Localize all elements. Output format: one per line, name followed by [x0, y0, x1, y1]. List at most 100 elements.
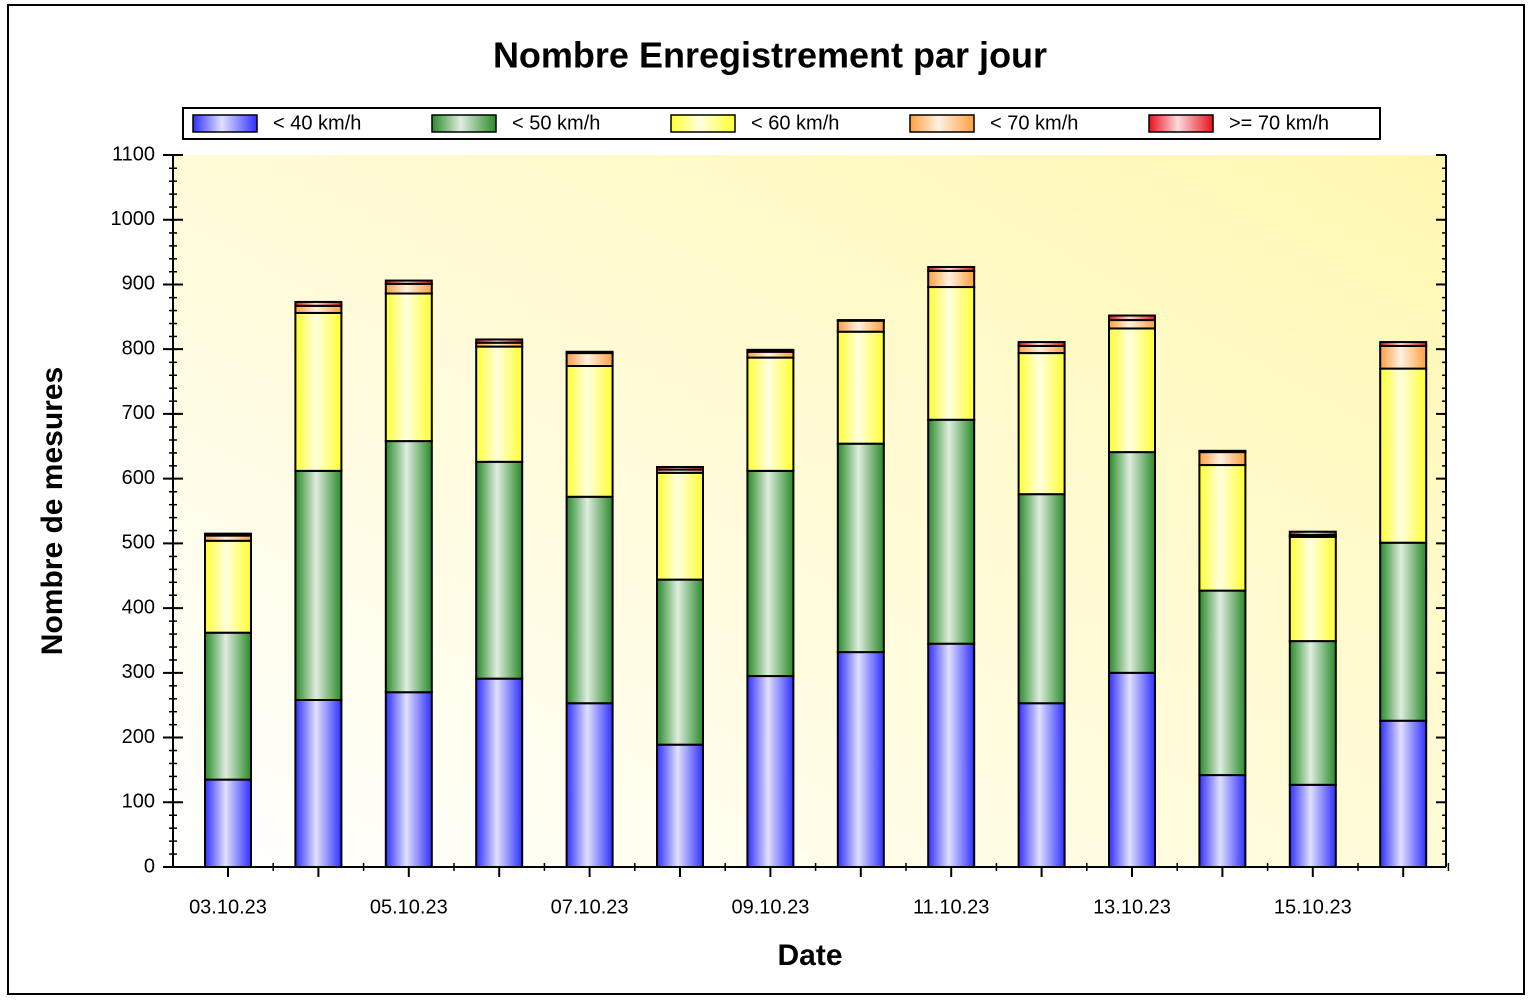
bar-segment	[384, 292, 433, 443]
bar-segment	[475, 460, 524, 680]
bar-segment	[475, 338, 524, 344]
bar-segment	[565, 702, 614, 868]
x-tick-label: 03.10.23	[189, 896, 267, 918]
bar-segment	[204, 532, 252, 537]
legend-swatch	[1148, 114, 1214, 133]
bar-segment	[927, 286, 976, 421]
bar-segment	[1288, 530, 1337, 536]
bar-segment	[1017, 702, 1066, 868]
bar-segment	[1379, 367, 1428, 544]
bar-segment	[1198, 451, 1247, 467]
bar-segment	[565, 495, 614, 705]
bar-segment	[565, 365, 614, 498]
legend-label: < 70 km/h	[990, 112, 1078, 134]
bar-segment	[927, 265, 976, 272]
legend-swatch	[670, 114, 736, 133]
bar-segment	[927, 269, 976, 289]
bar-segment	[1108, 451, 1156, 674]
bar-segment	[475, 677, 524, 868]
y-tick-label: 800	[122, 337, 155, 359]
bar-segment	[746, 675, 795, 869]
bar-segment	[1017, 493, 1066, 705]
x-tick-label: 07.10.23	[551, 896, 629, 918]
x-tick-label: 11.10.23	[913, 896, 989, 918]
y-tick-label: 500	[122, 532, 155, 554]
y-tick-label: 900	[122, 273, 155, 295]
bar-segment	[836, 442, 885, 654]
y-tick-label: 300	[122, 661, 155, 683]
y-tick-label: 700	[122, 402, 155, 424]
legend-label: < 50 km/h	[512, 112, 600, 134]
bar-segment	[565, 352, 614, 368]
legend-label: >= 70 km/h	[1229, 112, 1329, 134]
bar-segment	[1108, 314, 1156, 322]
x-tick-label: 05.10.23	[370, 896, 448, 918]
bar-segment	[475, 345, 524, 463]
bar-segment	[1108, 319, 1156, 330]
y-tick-label: 400	[122, 596, 155, 618]
bar-segment	[746, 356, 795, 472]
bar-segment	[656, 465, 704, 471]
legend-swatch	[431, 114, 497, 133]
x-tick-label: 09.10.23	[731, 896, 809, 918]
bar-segment	[1379, 341, 1428, 347]
bar-segment	[294, 311, 343, 472]
plot-area	[173, 155, 1446, 867]
y-tick-label: 1000	[111, 208, 156, 230]
y-tick-label: 0	[144, 855, 155, 877]
bar-segment	[1198, 774, 1247, 869]
bar-segment	[1379, 541, 1428, 722]
bar-segment	[927, 642, 976, 869]
bar-segment	[1108, 327, 1156, 454]
bar-segment	[1288, 783, 1337, 869]
bar-segment	[836, 330, 885, 445]
bar-segment	[204, 631, 252, 781]
bar-segment	[1017, 344, 1066, 355]
bar-segment	[836, 319, 885, 322]
y-tick-label: 1100	[112, 143, 155, 165]
bar-segment	[384, 279, 433, 285]
bar-segment	[1198, 464, 1247, 592]
bar-segment	[1288, 640, 1337, 786]
bar-segment	[384, 691, 433, 869]
bar-segment	[1108, 671, 1156, 868]
bar-segment	[204, 539, 252, 634]
bar-segment	[836, 319, 885, 333]
x-tick-label: 13.10.23	[1093, 896, 1171, 918]
bar-segment	[1198, 589, 1247, 777]
bar-segment	[927, 418, 976, 645]
x-axis-label: Date	[777, 939, 842, 972]
bar-segment	[384, 282, 433, 295]
y-tick-label: 200	[122, 726, 155, 748]
legend-label: < 60 km/h	[751, 112, 839, 134]
bar-segment	[565, 350, 614, 355]
bar-segment	[656, 743, 704, 869]
bar-segment	[1288, 535, 1337, 643]
bar-segment	[1017, 341, 1066, 347]
bar-segment	[294, 469, 343, 702]
chart-title: Nombre Enregistrement par jour	[493, 35, 1047, 76]
x-tick-label: 15.10.23	[1274, 896, 1352, 918]
bar-segment	[294, 699, 343, 869]
legend-label: < 40 km/h	[273, 112, 361, 134]
bar-segment	[294, 300, 343, 307]
bar-segment	[836, 651, 885, 869]
bar-segment	[746, 348, 795, 353]
bar-segment	[656, 471, 704, 581]
bar-segment	[384, 440, 433, 694]
y-axis-label: Nombre de mesures	[36, 367, 69, 655]
bar-segment	[204, 778, 252, 868]
bar-segment	[746, 469, 795, 678]
bar-segment	[294, 304, 343, 314]
y-tick-label: 600	[122, 467, 155, 489]
bar-segment	[1017, 352, 1066, 496]
y-tick-label: 100	[122, 791, 155, 813]
bar-segment	[1198, 449, 1247, 454]
bar-segment	[1379, 344, 1428, 370]
legend-swatch	[192, 114, 258, 133]
bar-segment	[656, 578, 704, 746]
legend-swatch	[909, 114, 975, 133]
bar-segment	[1379, 719, 1428, 868]
